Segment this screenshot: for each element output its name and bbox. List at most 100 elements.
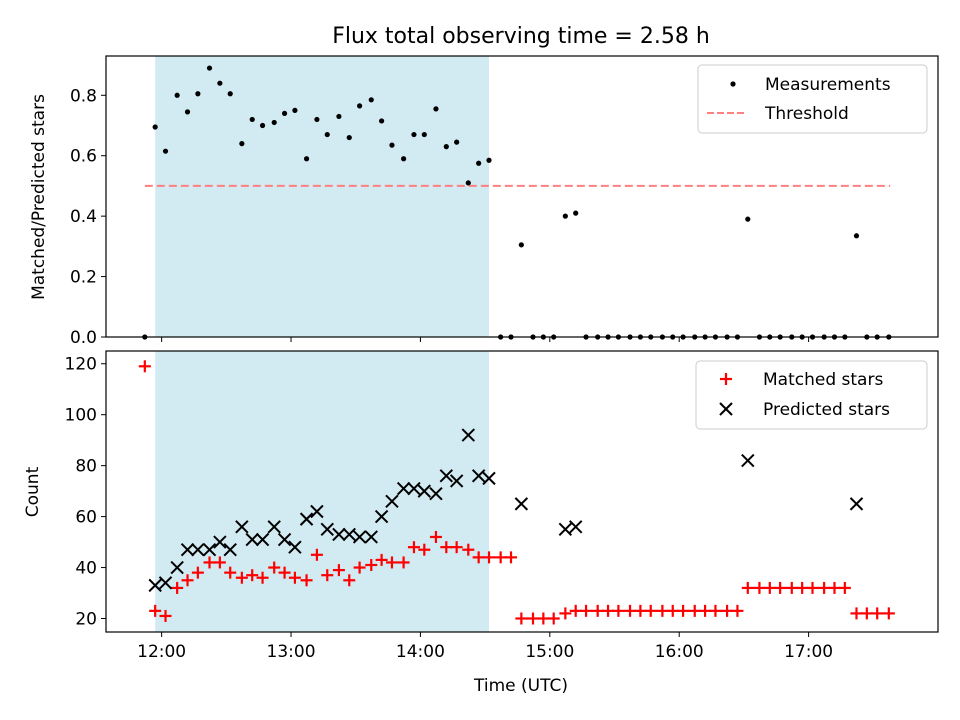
matched-star-point — [224, 566, 237, 579]
matched-star-point — [624, 604, 637, 617]
matched-star-point — [149, 604, 162, 617]
predicted-star-point — [342, 527, 356, 542]
matched-star-point — [559, 607, 572, 620]
matched-star-point — [871, 607, 884, 620]
matched-star-point — [213, 556, 226, 569]
matched-star-point — [591, 604, 604, 617]
matched-star-point — [278, 566, 291, 579]
measurement-point — [411, 131, 417, 138]
matched-star-point — [666, 604, 679, 617]
predicted-star-point — [364, 530, 378, 544]
measurement-point — [401, 156, 407, 162]
matched-star-point — [850, 607, 863, 620]
predicted-star-point — [558, 522, 573, 537]
top-legend-box — [697, 64, 928, 134]
matched-star-point — [483, 551, 496, 564]
predicted-star-point — [148, 578, 162, 593]
bottom-marks — [138, 360, 895, 625]
measurement-point — [518, 242, 524, 248]
matched-star-point — [741, 581, 754, 594]
top-x-ticks — [161, 337, 810, 342]
matched-star-point — [860, 607, 873, 620]
matched-star-point — [656, 604, 669, 617]
measurement-point — [433, 106, 439, 112]
y-tick-label: 120 — [65, 355, 97, 375]
matched-star-point — [515, 612, 528, 625]
matched-star-point — [375, 553, 388, 566]
predicted-star-point — [299, 512, 314, 526]
matched-star-point — [494, 551, 507, 564]
matched-star-point — [256, 571, 269, 584]
legend-matched-marker — [720, 373, 732, 385]
measurement-point — [573, 210, 579, 216]
matched-star-point — [602, 604, 615, 617]
matched-star-point — [246, 569, 259, 582]
predicted-star-point — [849, 497, 864, 511]
predicted-star-point — [223, 543, 237, 557]
matched-star-point — [828, 581, 841, 594]
measurement-point — [454, 139, 460, 145]
predicted-star-point — [180, 543, 195, 557]
predicted-star-point — [429, 486, 443, 501]
y-tick-label: 0.2 — [70, 268, 97, 288]
matched-star-point — [407, 541, 420, 554]
x-tick-label: 17:00 — [784, 642, 833, 662]
matched-star-point — [310, 548, 323, 561]
measurement-point — [217, 80, 223, 86]
matched-star-point — [159, 609, 172, 622]
matched-star-point — [462, 543, 475, 556]
matched-star-point — [838, 581, 851, 594]
predicted-star-point — [352, 530, 367, 544]
measurement-point — [206, 65, 213, 71]
matched-star-point — [547, 612, 560, 625]
matched-star-point — [203, 556, 216, 569]
legend-threshold-label: Threshold — [764, 104, 849, 124]
predicted-star-point — [332, 527, 346, 542]
matched-star-point — [580, 604, 593, 617]
matched-star-point — [699, 604, 712, 617]
matched-star-point — [634, 604, 647, 617]
predicted-star-point — [267, 520, 281, 534]
bottom-y-axis-label: Count — [23, 466, 43, 517]
bottom-legend: Matched stars Predicted stars — [695, 360, 928, 430]
measurement-point — [281, 110, 288, 117]
matched-star-point — [365, 558, 378, 571]
measurement-point — [465, 180, 471, 186]
matched-star-point — [472, 551, 485, 564]
top-y-axis-label: Matched/Predicted stars — [29, 94, 49, 300]
top-shaded-span — [155, 56, 490, 337]
matched-star-point — [385, 556, 398, 569]
measurement-point — [324, 131, 330, 138]
y-tick-label: 0.4 — [70, 207, 97, 227]
predicted-star-point — [568, 520, 583, 534]
predicted-star-point — [277, 532, 292, 547]
top-plot-frame — [105, 55, 939, 338]
measurement-point — [379, 118, 385, 124]
predicted-star-point — [235, 520, 249, 534]
matched-star-point — [882, 607, 895, 620]
measurement-point — [368, 97, 374, 103]
predicted-star-point — [255, 532, 270, 547]
predicted-star-point — [741, 453, 755, 468]
matched-star-point — [450, 541, 463, 554]
measurement-point — [292, 107, 298, 113]
matched-star-point — [644, 604, 657, 617]
x-tick-label: 12:00 — [137, 642, 186, 662]
measurement-point — [357, 103, 363, 109]
matched-star-point — [796, 581, 809, 594]
y-tick-label: 80 — [75, 457, 97, 477]
measurement-point — [195, 91, 201, 97]
predicted-star-point — [245, 532, 259, 547]
matched-star-point — [181, 574, 194, 587]
matched-star-point — [505, 551, 518, 564]
measurement-point — [152, 124, 158, 130]
predicted-star-point — [310, 504, 324, 519]
measurement-point — [421, 131, 427, 138]
matched-star-point — [429, 530, 442, 543]
bottom-y-ticks: 20 40 60 80 100 120 — [65, 355, 106, 629]
x-tick-label: 14:00 — [396, 642, 445, 662]
y-tick-label: 20 — [75, 609, 97, 629]
y-tick-label: 0.8 — [70, 86, 97, 106]
bottom-plot-frame — [105, 350, 939, 633]
